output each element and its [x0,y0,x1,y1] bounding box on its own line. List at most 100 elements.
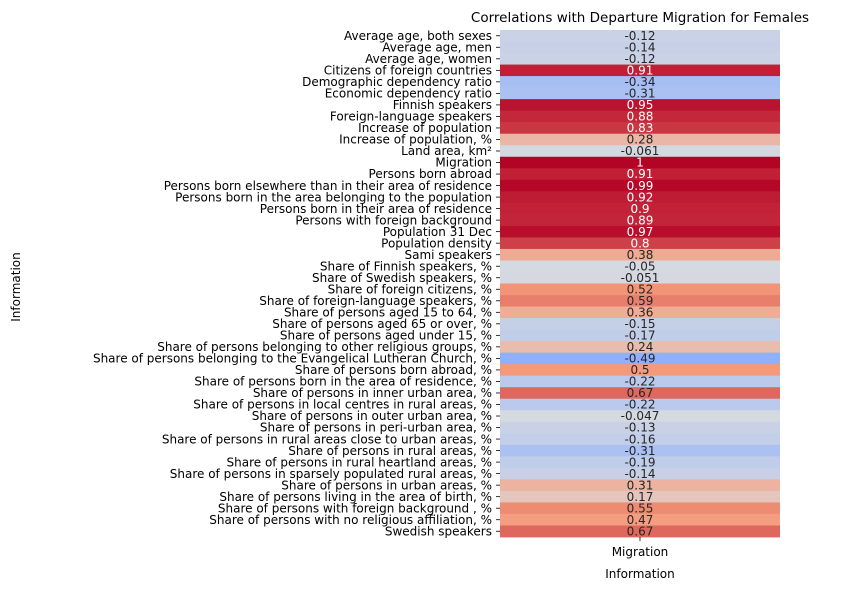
y-tick-label: Persons born abroad [369,167,492,181]
cell-value-label: 0.67 [627,524,654,538]
heatmap-cell [500,156,780,169]
y-tick-label: Land area, km² [401,144,492,158]
heatmap-cell [500,513,780,526]
y-tick-label: Increase of population, % [339,133,492,147]
y-tick-label: Persons born in their area of residence [260,202,492,216]
cell-value-label: 0.31 [627,478,654,492]
cell-value-label: -0.15 [624,317,655,331]
heatmap-cell [500,341,780,354]
heatmap-cell [500,168,780,181]
cell-value-label: -0.05 [624,259,655,273]
cell-value-label: 0.8 [630,236,649,250]
heatmap-cells: -0.12-0.14-0.120.91-0.34-0.310.950.880.8… [500,29,780,538]
heatmap-cell [500,179,780,192]
heatmap-cell [500,76,780,89]
y-tick-label: Share of foreign-language speakers, % [259,294,492,308]
y-axis-label: Information [9,252,23,321]
cell-value-label: 0.47 [627,513,654,527]
x-tick-label: Migration [612,545,669,559]
cell-value-label: 0.99 [627,179,654,193]
y-tick-label: Swedish speakers [385,524,492,538]
cell-value-label: -0.16 [624,432,655,446]
y-tick-label: Migration [435,156,492,170]
y-tick-label: Share of persons living in the area of b… [219,490,492,504]
heatmap-cell [500,191,780,204]
y-tick-label: Share of persons in sparsely populated r… [170,467,492,481]
cell-value-label: -0.047 [621,409,660,423]
y-tick-label: Population 31 Dec [383,225,492,239]
cell-value-label: -0.051 [621,271,660,285]
cell-value-label: 0.83 [627,121,654,135]
cell-value-label: 0.67 [627,386,654,400]
y-tick-label: Share of persons in rural areas close to… [162,432,492,446]
y-tick-label: Persons born in the area belonging to th… [175,190,492,204]
cell-value-label: 0.95 [627,98,654,112]
cell-value-label: -0.17 [624,329,655,343]
heatmap-cell [500,133,780,146]
cell-value-label: -0.12 [624,29,655,43]
heatmap-cell [500,490,780,503]
cell-value-label: 0.89 [627,213,654,227]
cell-value-label: -0.34 [624,75,655,89]
cell-value-label: -0.14 [624,40,655,54]
cell-value-label: 0.36 [627,306,654,320]
cell-value-label: -0.12 [624,52,655,66]
y-tick-label: Share of persons in inner urban area, % [253,386,492,400]
y-tick-label: Economic dependency ratio [325,87,492,101]
cell-value-label: -0.19 [624,455,655,469]
heatmap-cell [500,237,780,250]
cell-value-label: 1 [636,156,644,170]
cell-value-label: -0.13 [624,421,655,435]
y-tick-label: Share of persons in rural heartland area… [227,455,493,469]
cell-value-label: 0.91 [627,167,654,181]
heatmap-cell [500,64,780,77]
heatmap-cell [500,410,780,423]
heatmap-cell [500,214,780,227]
heatmap-cell [500,99,780,112]
y-tick-label: Finnish speakers [393,98,492,112]
heatmap-cell [500,225,780,238]
heatmap-cell [500,248,780,261]
heatmap-cell [500,467,780,480]
heatmap-cell [500,479,780,492]
heatmap-cell [500,283,780,296]
cell-value-label: -0.14 [624,467,655,481]
y-tick-label: Demographic dependency ratio [302,75,492,89]
y-tick-label: Share of Finnish speakers, % [320,259,492,273]
heatmap-cell [500,364,780,377]
heatmap-cell [500,525,780,538]
cell-value-label: 0.24 [627,340,654,354]
heatmap-cell [500,444,780,457]
cell-value-label: -0.22 [624,375,655,389]
cell-value-label: 0.91 [627,64,654,78]
heatmap-cell [500,421,780,434]
y-tick-label: Share of persons with foreign background… [218,501,492,515]
heatmap-cell [500,352,780,365]
y-tick-label: Share of persons in urban areas, % [281,478,492,492]
cell-value-label: 0.59 [627,294,654,308]
heatmap-cell [500,260,780,273]
y-tick-label: Share of persons aged under 15, % [280,329,492,343]
heatmap-cell [500,53,780,65]
cell-value-label: 0.97 [627,225,654,239]
y-tick-label: Share of Swedish speakers, % [312,271,492,285]
y-tick-label: Share of foreign citizens, % [328,282,492,296]
cell-value-label: 0.38 [627,248,654,262]
heatmap-cell [500,110,780,123]
y-tick-label: Share of persons aged 15 to 64, % [284,306,492,320]
y-tick-label: Population density [381,236,492,250]
heatmap-cell [500,456,780,469]
cell-value-label: 0.92 [627,190,654,204]
x-axis-ticks: Migration [612,537,669,559]
heatmap-cell [500,271,780,284]
y-tick-label: Share of persons belonging to the Evange… [93,352,492,366]
cell-value-label: -0.22 [624,398,655,412]
heatmap-cell [500,306,780,319]
cell-value-label: 0.52 [627,282,654,296]
y-tick-label: Share of persons born abroad, % [295,363,492,377]
heatmap-cell [500,295,780,307]
heatmap-cell [500,87,780,100]
cell-value-label: -0.31 [624,87,655,101]
